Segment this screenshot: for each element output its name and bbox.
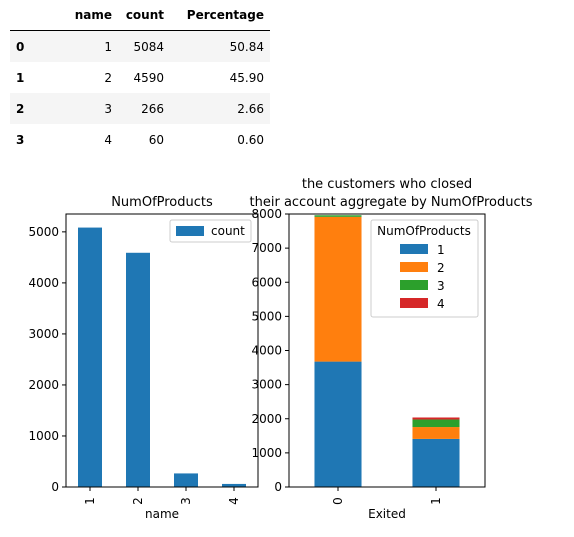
bar-segment <box>314 361 362 487</box>
legend: count <box>169 219 252 243</box>
bar <box>222 483 246 487</box>
bar <box>78 227 102 487</box>
legend-title: NumOfProducts <box>377 224 471 238</box>
x-tick-label: 1 <box>83 497 97 505</box>
cell-count: 5084 <box>133 39 164 54</box>
y-tick-label: 5000 <box>28 225 59 239</box>
bar-segment <box>314 216 362 362</box>
legend-label: 1 <box>437 243 445 257</box>
table-header-row: name count Percentage <box>10 0 270 31</box>
column-header-count: count <box>118 0 170 31</box>
y-tick-label: 1000 <box>28 429 59 443</box>
bar-segment <box>412 438 460 487</box>
y-tick-label: 6000 <box>251 275 282 289</box>
x-axis-label: Exited <box>368 507 406 521</box>
bar-chart-products: 0 1000 2000 3000 4000 5000 1 2 3 4 name NumOfProduc… <box>28 195 259 521</box>
legend-label: 2 <box>437 261 445 275</box>
dataframe-table: name count Percentage 0 1 5084 50.84 1 2… <box>10 0 270 155</box>
cell-name: 2 <box>104 70 112 85</box>
x-tick-label: 4 <box>227 497 241 505</box>
table-row: 1 2 4590 45.90 <box>10 62 270 93</box>
chart-title-line-2: their account aggregate by NumOfProducts <box>250 195 533 210</box>
cell-count: 4590 <box>133 70 164 85</box>
table-row: 2 3 266 2.66 <box>10 93 270 124</box>
chart-title-line-1: the customers who closed <box>302 177 472 192</box>
plot-frame <box>65 213 259 488</box>
x-tick-label: 0 <box>331 497 345 505</box>
bar-segment <box>314 215 362 217</box>
row-index: 3 <box>16 132 25 147</box>
bar-segment <box>412 427 460 439</box>
row-index: 0 <box>16 39 25 54</box>
cell-percentage: 50.84 <box>229 39 264 54</box>
column-header-percentage: Percentage <box>170 0 270 31</box>
y-tick-label: 1000 <box>251 446 282 460</box>
legend-label: count <box>211 224 245 238</box>
legend-label: 4 <box>437 297 445 311</box>
y-tick-label: 3000 <box>251 378 282 392</box>
bar <box>174 473 198 487</box>
y-tick-label: 0 <box>51 480 59 494</box>
y-tick-label: 3000 <box>28 327 59 341</box>
y-tick-label: 0 <box>274 480 282 494</box>
legend-swatch <box>400 298 428 308</box>
y-tick-label: 2000 <box>28 378 59 392</box>
chart-title: NumOfProducts <box>111 195 213 210</box>
y-tick-label: 2000 <box>251 412 282 426</box>
y-tick-label: 8000 <box>251 207 282 221</box>
x-tick-label: 2 <box>131 497 145 505</box>
y-tick-label: 5000 <box>251 309 282 323</box>
cell-percentage: 0.60 <box>237 132 264 147</box>
legend-swatch <box>400 244 428 254</box>
cell-name: 3 <box>104 101 112 116</box>
x-tick-label: 1 <box>429 497 443 505</box>
stacked-bar-chart-exited: 0 1000 2000 3000 4000 5000 6000 7000 8000 0 1 Exite… <box>250 177 533 521</box>
table-row: 0 1 5084 50.84 <box>10 30 270 62</box>
y-tick-label: 4000 <box>251 344 282 358</box>
legend-label: 3 <box>437 279 445 293</box>
cell-percentage: 2.66 <box>237 101 264 116</box>
cell-name: 4 <box>104 132 112 147</box>
column-header-index <box>10 0 56 31</box>
legend-swatch <box>400 280 428 290</box>
cell-count: 60 <box>148 132 164 147</box>
bar-segment <box>412 419 460 428</box>
column-header-name: name <box>56 0 118 31</box>
cell-percentage: 45.90 <box>229 70 264 85</box>
table-row: 3 4 60 0.60 <box>10 124 270 155</box>
row-index: 2 <box>16 101 25 116</box>
bar <box>126 252 150 487</box>
legend-swatch <box>176 226 204 236</box>
row-index: 1 <box>16 70 25 85</box>
y-tick-label: 7000 <box>251 241 282 255</box>
legend-swatch <box>400 262 428 272</box>
cell-count: 266 <box>141 101 164 116</box>
bar-segment <box>412 417 460 420</box>
x-axis-label: name <box>145 507 179 521</box>
x-tick-label: 3 <box>179 497 193 505</box>
y-tick-label: 4000 <box>28 276 59 290</box>
legend-frame <box>169 219 252 243</box>
legend: NumOfProducts 1 2 3 4 <box>370 219 479 318</box>
cell-name: 1 <box>104 39 112 54</box>
